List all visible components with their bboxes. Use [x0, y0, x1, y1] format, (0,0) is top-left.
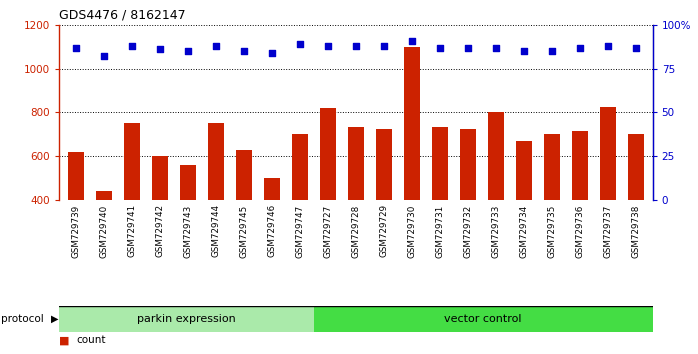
- Point: [70, 45, 82, 50]
- Point: [602, 43, 614, 48]
- Bar: [292, 134, 308, 287]
- Bar: [404, 47, 419, 287]
- Text: ▶: ▶: [51, 314, 59, 324]
- Text: GSM729745: GSM729745: [239, 204, 248, 257]
- Bar: [348, 127, 364, 287]
- Point: [406, 38, 417, 44]
- Point: [378, 43, 389, 48]
- Text: GSM729733: GSM729733: [491, 204, 500, 258]
- Point: [295, 41, 306, 47]
- Bar: [124, 123, 140, 287]
- Bar: [96, 191, 112, 287]
- Bar: [628, 134, 644, 287]
- Text: GSM729746: GSM729746: [267, 204, 276, 257]
- Text: GSM729741: GSM729741: [128, 204, 137, 257]
- Point: [267, 50, 278, 56]
- Text: GSM729735: GSM729735: [547, 204, 556, 258]
- Text: GSM729747: GSM729747: [295, 204, 304, 257]
- Text: GSM729736: GSM729736: [575, 204, 584, 257]
- Text: GSM729739: GSM729739: [72, 204, 81, 257]
- Text: parkin expression: parkin expression: [137, 314, 236, 324]
- Text: GSM729743: GSM729743: [184, 204, 193, 257]
- Point: [182, 48, 193, 54]
- Bar: [265, 178, 280, 287]
- Point: [490, 45, 501, 50]
- Point: [547, 48, 558, 54]
- Bar: [600, 107, 616, 287]
- Bar: [460, 130, 475, 287]
- Bar: [517, 141, 532, 287]
- Bar: [313, 306, 653, 332]
- Bar: [376, 129, 392, 287]
- Text: GSM729731: GSM729731: [436, 204, 445, 257]
- Point: [126, 43, 138, 48]
- Text: GSM729738: GSM729738: [631, 204, 640, 258]
- Text: protocol: protocol: [1, 314, 44, 324]
- Text: GDS4476 / 8162147: GDS4476 / 8162147: [59, 9, 186, 22]
- Point: [98, 53, 110, 59]
- Point: [350, 43, 362, 48]
- Bar: [59, 306, 313, 332]
- Bar: [320, 108, 336, 287]
- Text: GSM729730: GSM729730: [408, 204, 417, 258]
- Point: [462, 45, 473, 50]
- Point: [519, 48, 530, 54]
- Text: GSM729742: GSM729742: [156, 204, 165, 257]
- Bar: [544, 134, 560, 287]
- Bar: [432, 127, 447, 287]
- Text: GSM729744: GSM729744: [211, 204, 221, 257]
- Text: GSM729734: GSM729734: [519, 204, 528, 257]
- Point: [211, 43, 222, 48]
- Bar: [488, 113, 503, 287]
- Text: GSM729727: GSM729727: [323, 204, 332, 257]
- Text: GSM729729: GSM729729: [380, 204, 389, 257]
- Bar: [209, 123, 224, 287]
- Text: count: count: [77, 335, 106, 345]
- Point: [574, 45, 586, 50]
- Point: [154, 46, 165, 52]
- Point: [630, 45, 641, 50]
- Text: ■: ■: [59, 335, 70, 345]
- Point: [239, 48, 250, 54]
- Text: vector control: vector control: [445, 314, 522, 324]
- Text: GSM729732: GSM729732: [463, 204, 473, 257]
- Bar: [180, 165, 195, 287]
- Bar: [237, 150, 252, 287]
- Text: GSM729740: GSM729740: [100, 204, 109, 257]
- Bar: [572, 131, 588, 287]
- Text: GSM729737: GSM729737: [603, 204, 612, 258]
- Point: [322, 43, 334, 48]
- Bar: [152, 156, 168, 287]
- Text: GSM729728: GSM729728: [352, 204, 360, 257]
- Bar: [68, 152, 84, 287]
- Point: [434, 45, 445, 50]
